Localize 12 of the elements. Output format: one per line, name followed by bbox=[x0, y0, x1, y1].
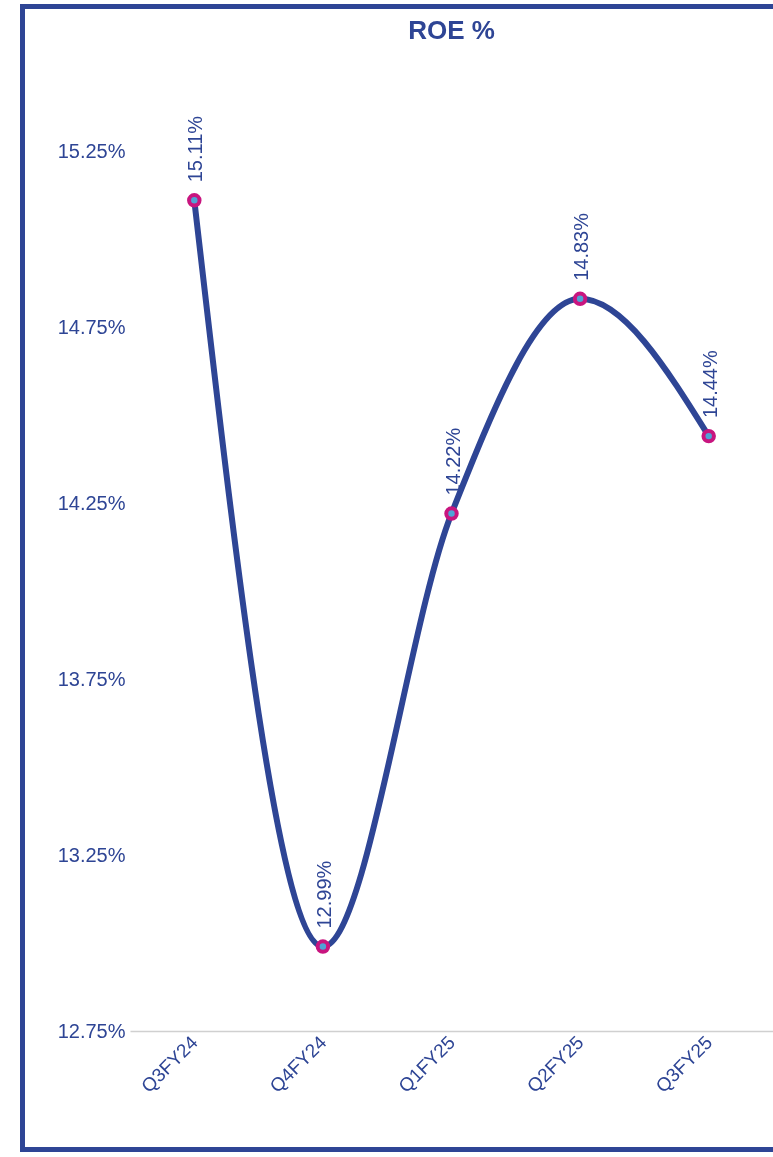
data-label: 14.83% bbox=[570, 212, 593, 281]
y-tick-label: 13.25% bbox=[57, 843, 126, 866]
y-tick-label: 13.75% bbox=[57, 667, 126, 690]
y-tick-label: 15.25% bbox=[57, 139, 126, 162]
data-label: 15.11% bbox=[184, 115, 207, 183]
y-tick-label: 14.25% bbox=[57, 491, 126, 514]
y-tick-label: 12.75% bbox=[57, 1019, 126, 1042]
y-tick-label: 14.75% bbox=[57, 315, 126, 338]
chart-title: ROE % bbox=[408, 14, 495, 45]
data-label: 12.99% bbox=[312, 860, 335, 929]
data-label: 14.44% bbox=[698, 350, 721, 419]
data-label: 14.22% bbox=[441, 427, 464, 496]
